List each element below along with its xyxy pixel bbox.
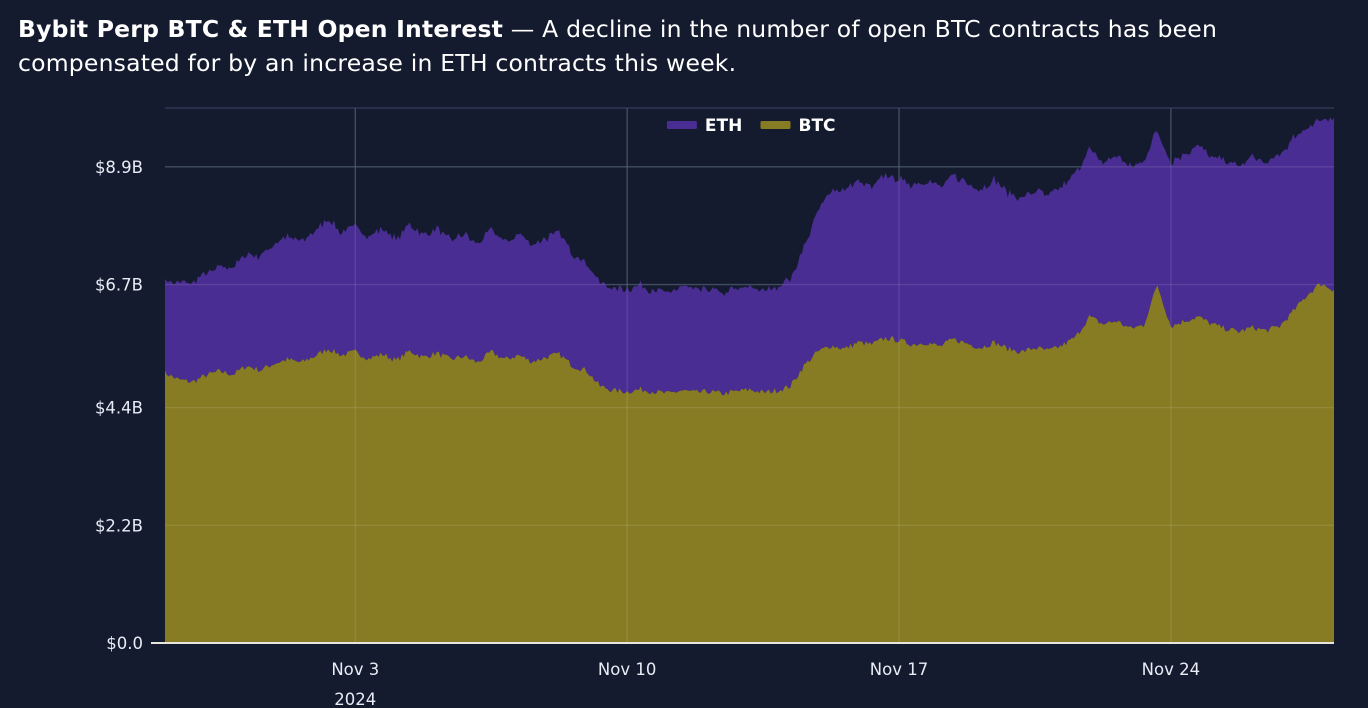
x-axis-tick-label: Nov 24 xyxy=(1142,660,1200,679)
area-series-group xyxy=(165,108,1334,643)
x-axis-tick-labels: Nov 3 Nov 10 Nov 17 Nov 24 2024 xyxy=(331,660,1200,708)
x-axis-year-label: 2024 xyxy=(334,690,376,708)
legend-swatch-eth[interactable] xyxy=(666,121,697,129)
title-bold-segment: Bybit Perp BTC & ETH Open Interest xyxy=(18,15,504,43)
x-axis-tick-label: Nov 3 xyxy=(331,660,379,679)
y-axis-tick-label: $6.7B xyxy=(95,276,143,295)
stacked-area-chart: $0.0$2.2B$4.4B$6.7B$8.9B Nov 3 Nov 10 Nov … xyxy=(95,107,1334,708)
y-axis-tick-label: $8.9B xyxy=(95,158,143,177)
title-description-segment: — A decline in the number of open BTC co… xyxy=(18,15,1218,77)
y-axis-tick-label: $0.0 xyxy=(106,634,143,653)
legend-swatch-btc[interactable] xyxy=(760,121,791,129)
x-axis-tick-label: Nov 17 xyxy=(870,660,928,679)
chart-container: $0.0 $2.2B $4.4B $6.7B $8.9B Nov 3 Nov 10 Nov … xyxy=(0,86,1368,708)
x-axis-tick-label: Nov 10 xyxy=(598,660,656,679)
y-axis-tick-label: $4.4B xyxy=(95,399,143,418)
area-series-btc xyxy=(165,283,1334,643)
area-series-eth xyxy=(165,117,1334,396)
gridlines-overlay xyxy=(165,108,1334,643)
page-title: Bybit Perp BTC & ETH Open Interest — A d… xyxy=(18,12,1358,80)
y-axis-tick-label: $2.2B xyxy=(95,516,143,535)
y-axis-tick-labels: $0.0 $2.2B $4.4B $6.7B $8.9B xyxy=(95,158,143,653)
chart-legend[interactable]: ETH BTC xyxy=(666,116,836,136)
legend-label-eth[interactable]: ETH xyxy=(705,116,742,136)
legend-label-btc[interactable]: BTC xyxy=(799,116,836,136)
